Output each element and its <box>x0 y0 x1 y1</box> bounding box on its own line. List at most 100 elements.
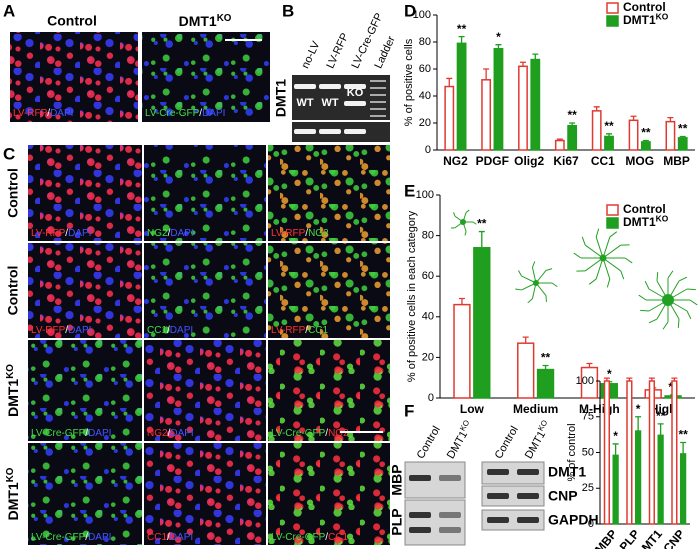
bar <box>518 343 534 398</box>
protein-label: DMT1 <box>273 79 289 117</box>
band <box>439 512 461 518</box>
micrograph <box>28 443 142 545</box>
band <box>487 469 509 475</box>
image-label: LV-RFP/NG2 <box>271 228 329 239</box>
bar <box>556 141 564 150</box>
y-tick-label: 80 <box>422 230 434 242</box>
cell-process <box>657 272 658 281</box>
legend-swatch <box>607 3 618 13</box>
cell-process <box>690 300 697 305</box>
ladder-band <box>370 115 386 117</box>
cell-process <box>582 237 585 245</box>
x-tick-label: Olig2 <box>514 154 544 168</box>
y-tick-label: 0 <box>428 392 434 404</box>
y-axis-label: % of positive cells <box>403 38 415 126</box>
cell-process <box>596 229 598 237</box>
y-tick-label: 60 <box>422 270 434 282</box>
band <box>319 84 341 89</box>
y-axis-label: % of positive cells in each category <box>406 210 418 382</box>
cell-process <box>466 210 469 212</box>
band <box>344 129 366 134</box>
bar <box>627 381 632 524</box>
bar <box>629 120 637 150</box>
significance: ** <box>541 351 551 365</box>
bar <box>494 49 502 150</box>
cell-process <box>574 253 581 258</box>
cell-process <box>640 310 649 311</box>
y-tick-label: 40 <box>422 311 434 323</box>
band <box>409 512 431 518</box>
ladder-band <box>370 101 386 103</box>
micrograph <box>28 145 142 241</box>
bar <box>568 126 576 150</box>
micrograph <box>144 145 266 241</box>
band-label: WT <box>321 97 338 109</box>
cell-process <box>663 322 668 329</box>
error-bar <box>635 417 641 431</box>
panel-letter: F <box>404 401 414 420</box>
x-tick-label: MOG <box>625 154 654 168</box>
bar <box>519 66 527 150</box>
cell-process <box>645 281 649 289</box>
panel-letter: B <box>282 1 294 20</box>
y-axis-label: % of control <box>566 423 578 481</box>
cell-process <box>465 232 466 236</box>
cell-process <box>473 222 476 224</box>
protein-label: PLP <box>389 508 405 535</box>
error-bar <box>680 442 686 453</box>
band <box>294 84 316 89</box>
y-tick-label: 50 <box>582 446 594 458</box>
cell-process <box>546 269 552 271</box>
error-bar <box>658 424 664 435</box>
panel-letter: C <box>3 144 15 163</box>
bar <box>672 381 677 524</box>
micrograph <box>28 340 142 441</box>
significance: ** <box>678 122 688 136</box>
band <box>319 129 341 134</box>
cell-body <box>460 219 466 225</box>
image-label: LV-Cre-GFP/DAPI <box>31 428 111 439</box>
cell-body <box>600 255 607 262</box>
micrograph <box>144 443 266 545</box>
significance: * <box>613 429 618 443</box>
error-bar <box>459 299 465 305</box>
significance: ** <box>641 126 651 140</box>
bar <box>605 137 613 151</box>
bar <box>538 370 554 398</box>
micrograph <box>144 340 266 441</box>
y-tick-label: 60 <box>419 63 431 75</box>
band-label: WT <box>296 97 313 109</box>
significance: ** <box>678 428 688 442</box>
cell-process <box>625 258 632 263</box>
x-tick-label: Ki67 <box>553 154 579 168</box>
ladder-band <box>370 108 386 110</box>
cell-process <box>528 299 533 303</box>
y-tick-label: 40 <box>419 90 431 102</box>
x-tick-label: CC1 <box>591 154 615 168</box>
band <box>517 517 539 523</box>
band <box>517 469 539 475</box>
bar <box>531 60 539 150</box>
cell-process <box>454 212 455 216</box>
y-tick-label: 0 <box>588 518 594 530</box>
protein-label: CNP <box>548 488 578 504</box>
x-tick-label: CNP <box>660 527 687 549</box>
image-label: LV-RFP/DAPI <box>31 228 91 239</box>
y-tick-label: 20 <box>419 117 431 129</box>
y-tick-label: 100 <box>416 189 434 201</box>
error-bar <box>613 444 619 455</box>
protein-label: MBP <box>389 464 405 495</box>
image-label: LV-Cre-GFP/CC1 <box>271 532 349 543</box>
micrograph <box>268 443 390 545</box>
bar <box>642 142 650 150</box>
column-header: DMT1KO <box>179 13 232 29</box>
cell-process <box>649 319 657 323</box>
micrograph <box>268 340 390 441</box>
image-label: LV-RFP/DAPI <box>31 325 91 336</box>
error-bar <box>523 337 529 343</box>
significance: ** <box>656 409 666 423</box>
bar <box>605 381 610 524</box>
lane-label: DMT1KO <box>521 418 554 461</box>
ladder-band <box>370 87 386 89</box>
significance: ** <box>604 119 614 133</box>
